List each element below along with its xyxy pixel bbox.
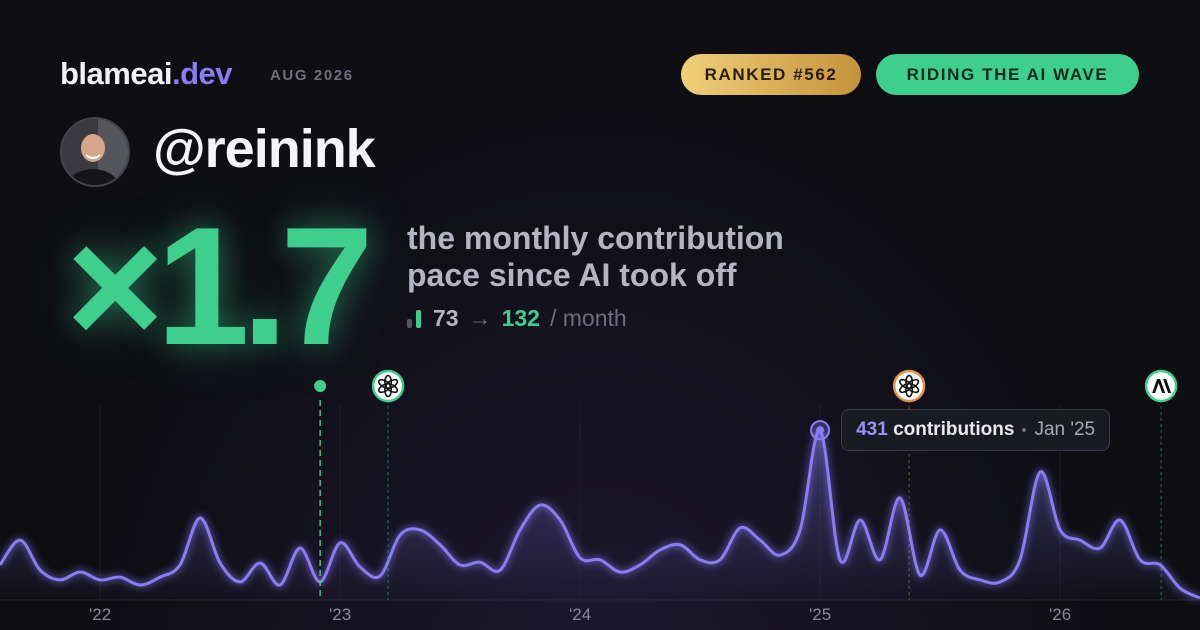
event	[371, 369, 405, 600]
tooltip-unit: contributions	[893, 419, 1015, 441]
tooltip: 431 contributions Jan '25	[841, 409, 1111, 452]
brand-tld: .dev	[171, 56, 233, 91]
handle: @reinink	[153, 119, 376, 179]
event-logo	[1152, 379, 1172, 393]
pace-arrow: →	[468, 305, 492, 331]
pace-icon	[407, 309, 421, 328]
description: pace since AI took off	[407, 257, 737, 293]
pace-after: 132	[501, 305, 540, 331]
description: the monthly contribution	[407, 220, 784, 256]
brand: blameai.dev	[60, 56, 232, 92]
event-badge	[371, 369, 405, 403]
tooltip-date: Jan '25	[1034, 419, 1096, 441]
pace-before: 73	[433, 305, 459, 331]
rank-badge: RANKED #562	[681, 54, 861, 95]
status-badge: RIDING THE AI WAVE	[876, 54, 1139, 95]
pace: 73 → 132 / month	[407, 305, 627, 332]
x-tick-label: '26	[1049, 605, 1071, 624]
avatar	[60, 117, 130, 187]
tooltip-value: 431	[856, 419, 888, 441]
x-tick-label: '25	[809, 605, 831, 624]
brand-name: blameai	[60, 56, 172, 91]
event-logo	[377, 378, 392, 390]
separator	[1022, 428, 1027, 433]
event	[1144, 369, 1178, 600]
area	[0, 429, 1200, 600]
date: AUG 2026	[270, 67, 354, 84]
event	[314, 380, 327, 600]
highlight-dot	[816, 426, 825, 435]
event-logo	[899, 378, 913, 390]
event-badge	[892, 369, 926, 403]
x-tick-label: '22	[89, 605, 111, 624]
multiplier: ×1.7	[66, 192, 374, 380]
event-dot	[314, 380, 327, 392]
event	[892, 369, 926, 600]
line	[0, 428, 1200, 600]
pace-unit: / month	[549, 305, 627, 331]
x-tick-label: '23	[329, 605, 351, 624]
x-tick-label: '24	[569, 605, 591, 624]
